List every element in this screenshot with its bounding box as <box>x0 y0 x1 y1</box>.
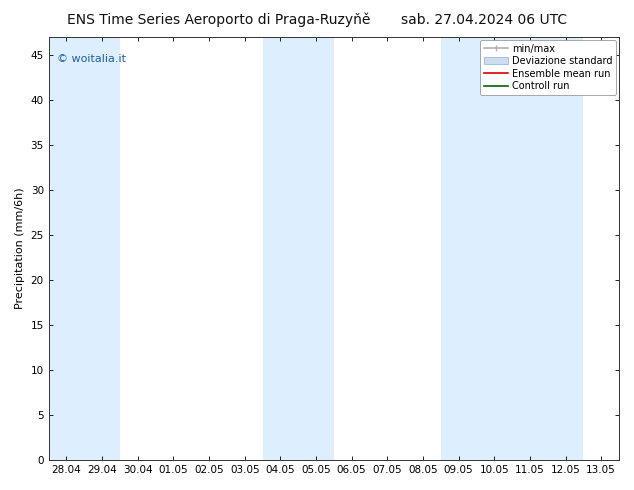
Bar <box>262 37 298 460</box>
Text: ENS Time Series Aeroporto di Praga-Ruzyňě       sab. 27.04.2024 06 UTC: ENS Time Series Aeroporto di Praga-Ruzyň… <box>67 12 567 27</box>
Legend: min/max, Deviazione standard, Ensemble mean run, Controll run: min/max, Deviazione standard, Ensemble m… <box>479 40 616 95</box>
Bar <box>84 37 120 460</box>
Bar <box>298 37 334 460</box>
Bar <box>441 37 476 460</box>
Text: © woitalia.it: © woitalia.it <box>57 54 126 64</box>
Bar <box>548 37 583 460</box>
Bar <box>512 37 548 460</box>
Bar <box>476 37 512 460</box>
Y-axis label: Precipitation (mm/6h): Precipitation (mm/6h) <box>15 188 25 309</box>
Bar <box>49 37 84 460</box>
